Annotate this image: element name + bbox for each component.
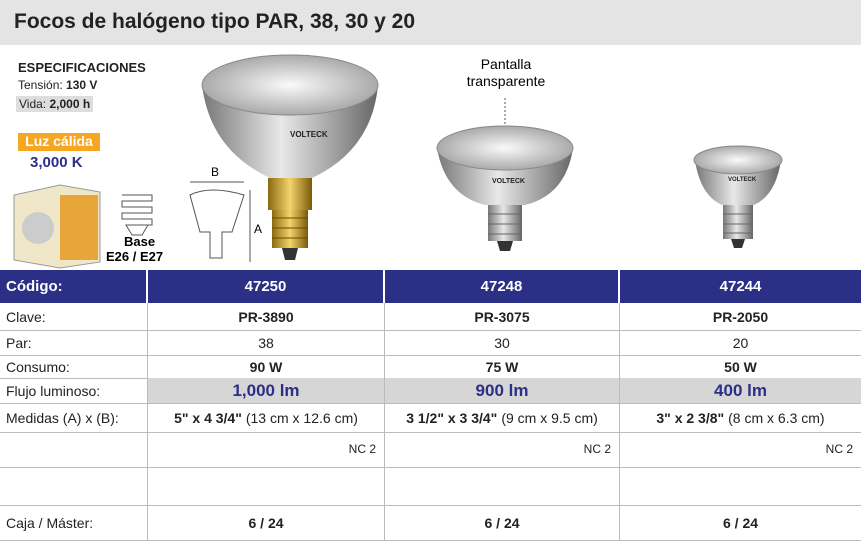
spec-label: Vida: [19,97,47,111]
table-row: Medidas (A) x (B): 5" x 4 3/4" (13 cm x 12… [0,403,861,433]
specs-heading: ESPECIFICACIONES [18,60,146,75]
cell: PR-3075 [385,303,620,330]
cell: 1,000 lm [148,378,385,403]
cell: 6 / 24 [722,514,759,531]
badge-label: Luz cálida [18,133,100,151]
cell: 6 / 24 [148,505,385,540]
blank-cell [148,467,385,505]
row-label: Medidas (A) x (B): [0,403,148,432]
blank-cell [0,467,148,505]
cell: 900 lm [385,378,620,403]
callout-line: Pantalla [480,56,532,72]
size-metric: (13 cm x 12.6 cm) [245,409,358,426]
base-label: Base [124,234,156,249]
blank-row [0,467,861,506]
row-label: Clave: [0,303,148,330]
brand: VOLTECK [728,177,757,183]
table-row: Flujo luminoso: 1,000 lm 900 lm 400 lm [0,378,861,404]
cell: 20 [732,334,749,351]
base-value: E26 / E27 [106,249,164,264]
spec-line: Vida: 2,000 h [16,96,94,112]
title: Focos de halógeno tipo PAR, 38, 30 y 20 [14,10,416,33]
cell: NC 2 [385,432,620,467]
cell: NC 2 [148,432,385,467]
size-main: 3 1/2" x 3 3/4" [406,409,498,426]
cell: 3 1/2" x 3 3/4" (9 cm x 9.5 cm) [385,403,620,432]
cell: 30 [385,330,620,355]
brand: VOLTECK [492,178,525,185]
spec-value: 2,000 h [49,97,91,111]
blank-cell [620,467,861,505]
size-main: 3" x 2 3/8" [656,409,725,426]
table-row: NC 2 NC 2 NC 2 [0,432,861,468]
row-label: Consumo: [0,355,148,378]
cell: PR-3890 [148,303,385,330]
header-cell: 47250 [148,270,385,303]
header-cell: 47244 [620,270,861,303]
row-label: Caja / Máster: [0,505,148,540]
dim-label: B [211,165,220,179]
cell: 50 W [724,358,757,375]
dim-label: A [254,222,263,236]
row-label: Par: [0,330,148,355]
size-metric: (8 cm x 6.3 cm) [728,409,825,426]
spec-value: 130 V [66,78,98,92]
header-cell: 47248 [385,270,620,303]
title-bar [0,0,861,45]
size-main: 5" x 4 3/4" [174,409,242,426]
spec-label: Tensión: [18,78,63,92]
size-metric: (9 cm x 9.5 cm) [501,409,598,426]
table-row: Par: 38 30 20 [0,330,861,356]
cell: NC 2 [825,442,853,456]
spec-line: Tensión: 130 V [18,78,97,92]
cell: 3" x 2 3/8" (8 cm x 6.3 cm) [620,403,861,432]
blank-cell [385,467,620,505]
header-cell: Código: [0,270,148,303]
table-row: Caja / Máster: 6 / 24 6 / 24 6 / 24 [0,505,861,541]
spec-table: Código: 47250 47248 47244 Clave: PR-3890 PR-30… [0,270,861,541]
table-row: Consumo: 90 W 75 W 50 W [0,355,861,379]
header-row: Código: 47250 47248 47244 [0,270,861,303]
cell: 75 W [385,355,620,378]
cell: 90 W [148,355,385,378]
brand: VOLTECK [290,130,328,139]
callout: Pantalla transparente [450,56,562,90]
illustrations [13,54,783,269]
badge-value: 3,000 K [30,154,83,171]
row-label [0,432,148,467]
row-label: Flujo luminoso: [0,378,148,403]
callout-line: transparente [466,73,546,89]
cell: 5" x 4 3/4" (13 cm x 12.6 cm) [148,403,385,432]
cell: 400 lm [620,378,861,403]
cell: PR-2050 [712,308,769,325]
cell: 38 [148,330,385,355]
cell: 6 / 24 [385,505,620,540]
table-row: Clave: PR-3890 PR-3075 PR-2050 [0,303,861,331]
